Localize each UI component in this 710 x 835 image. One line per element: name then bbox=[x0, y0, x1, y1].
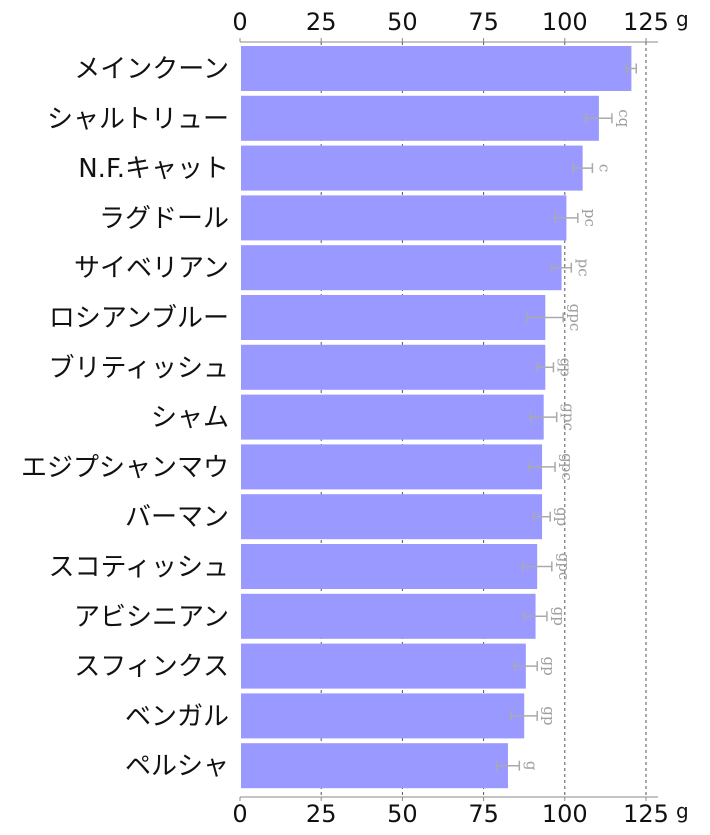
category-label: ベンガル bbox=[125, 702, 229, 732]
category-label: シャルトリュー bbox=[47, 104, 229, 134]
bar bbox=[241, 593, 536, 639]
bar bbox=[241, 195, 567, 241]
bar bbox=[241, 693, 525, 739]
significance-label: gp bbox=[540, 656, 558, 675]
tick-label-top: 100 bbox=[542, 8, 588, 36]
significance-label: cq bbox=[615, 109, 633, 127]
tick-label-top: 75 bbox=[468, 8, 499, 36]
tick-label-bottom: 100 bbox=[542, 800, 588, 828]
unit-label-top: g bbox=[676, 7, 689, 31]
category-label: N.F.キャット bbox=[78, 154, 229, 184]
significance-label: gpc bbox=[566, 304, 584, 332]
significance-label: gp bbox=[540, 706, 558, 725]
unit-label-bottom: g bbox=[676, 799, 689, 823]
category-label: サイベリアン bbox=[74, 254, 229, 284]
significance-label: gp bbox=[550, 607, 568, 626]
bar bbox=[241, 95, 599, 141]
bar bbox=[241, 494, 543, 540]
category-label: ラグドール bbox=[99, 204, 229, 234]
significance-label: c bbox=[595, 164, 613, 172]
tick-label-bottom: 50 bbox=[387, 800, 418, 828]
category-label: エジプシャンマウ bbox=[21, 453, 229, 483]
bar bbox=[241, 145, 583, 191]
significance-label: gp bbox=[556, 358, 574, 377]
significance-label: pc bbox=[574, 259, 592, 277]
significance-label: pc bbox=[581, 209, 599, 227]
bar bbox=[241, 544, 538, 589]
significance-label: gpc bbox=[560, 403, 578, 431]
tick-label-top: 25 bbox=[306, 8, 337, 36]
tick-label-bottom: 0 bbox=[232, 800, 247, 828]
category-label: ロシアンブルー bbox=[49, 304, 229, 334]
category-label: メインクーン bbox=[74, 55, 229, 85]
category-label: アビシニアン bbox=[74, 602, 229, 632]
significance-label: gpc bbox=[555, 553, 573, 581]
bar bbox=[241, 295, 546, 340]
category-label: ペルシャ bbox=[125, 752, 229, 782]
category-label: バーマン bbox=[125, 503, 229, 533]
significance-label: gpc bbox=[558, 453, 576, 481]
bar bbox=[241, 643, 526, 689]
category-label: ブリティッシュ bbox=[49, 353, 229, 383]
bar bbox=[241, 46, 632, 91]
bar bbox=[241, 245, 562, 291]
bar bbox=[241, 444, 543, 490]
category-label: スコティッシュ bbox=[49, 553, 229, 583]
tick-label-bottom: 25 bbox=[306, 800, 337, 828]
bar bbox=[241, 743, 508, 789]
tick-label-bottom: 75 bbox=[468, 800, 499, 828]
category-label: スフィンクス bbox=[74, 652, 229, 682]
tick-label-top: 50 bbox=[387, 8, 418, 36]
significance-label: g bbox=[522, 761, 540, 771]
bar bbox=[241, 344, 546, 390]
category-label: シャム bbox=[151, 403, 229, 433]
tick-label-bottom: 125 bbox=[623, 800, 669, 828]
tick-label-top: 0 bbox=[232, 8, 247, 36]
significance-label: gp bbox=[553, 507, 571, 526]
bar bbox=[241, 394, 544, 440]
tick-label-top: 125 bbox=[623, 8, 669, 36]
